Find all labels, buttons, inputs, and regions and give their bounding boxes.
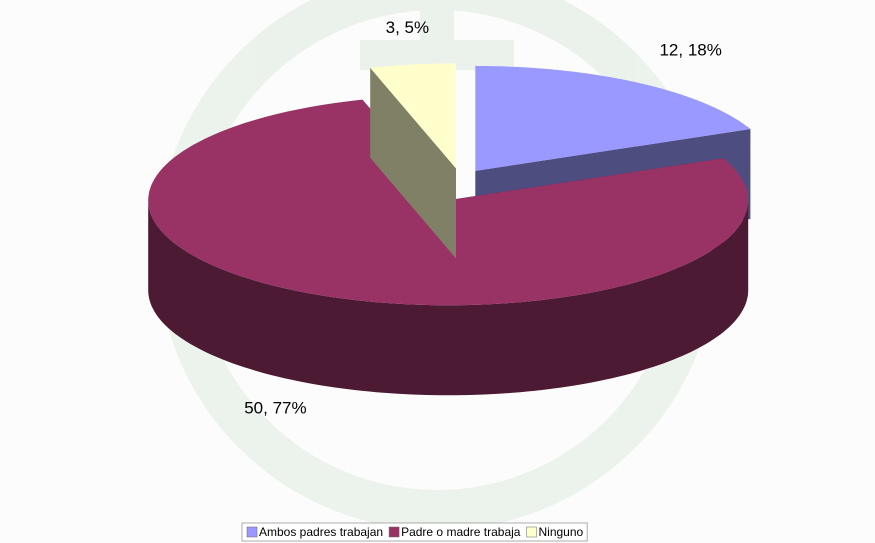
legend-box [241, 522, 588, 542]
slice-top [475, 65, 751, 171]
data-label: 3, 5% [386, 18, 429, 37]
data-label: 50, 77% [244, 399, 306, 418]
data-label: 12, 18% [659, 41, 721, 60]
legend-swatch [388, 526, 400, 538]
legend-label: Ninguno [538, 525, 583, 539]
slice-side [148, 200, 749, 396]
legend-label: Padre o madre trabaja [401, 525, 521, 539]
legend-swatch [246, 526, 258, 538]
legend-label: Ambos padres trabajan [259, 525, 383, 539]
slice [370, 63, 456, 259]
legend-swatch [526, 526, 537, 538]
slice-top [370, 63, 456, 169]
legend: Ambos padres trabajan Padre o madre traba… [241, 522, 588, 542]
slice-edge [370, 67, 456, 259]
